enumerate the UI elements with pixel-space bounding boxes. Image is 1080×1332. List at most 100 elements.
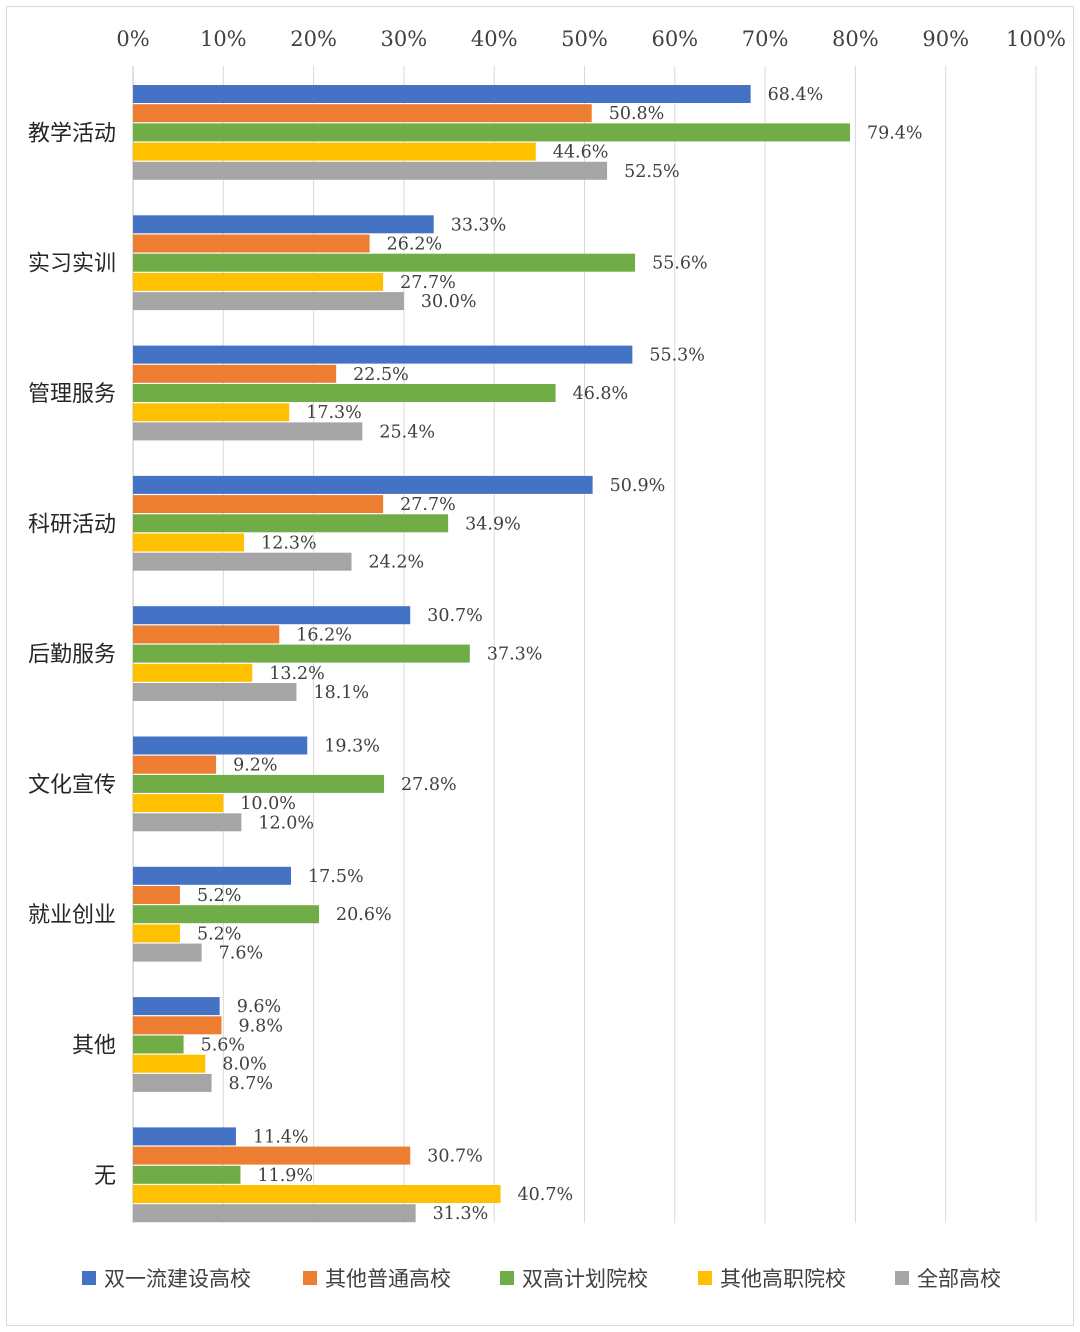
x-tick-label: 0% xyxy=(116,27,149,51)
data-label: 30.7% xyxy=(427,606,483,626)
bars xyxy=(133,85,850,1223)
bar xyxy=(133,1204,416,1223)
data-label: 16.2% xyxy=(296,625,352,645)
bar xyxy=(133,606,411,625)
legend-swatch xyxy=(303,1271,317,1285)
bar xyxy=(133,123,850,142)
legend-label: 全部高校 xyxy=(917,1267,1001,1291)
bar xyxy=(133,813,242,832)
bar xyxy=(133,514,449,533)
x-axis-ticks: 0% 10% 20% 30% 40% 50% 60% 70% 80% 90% 100% xyxy=(116,27,1066,51)
data-label: 5.6% xyxy=(201,1036,245,1056)
bar xyxy=(133,794,224,813)
x-tick-label: 30% xyxy=(381,27,428,51)
bar xyxy=(133,272,384,291)
bar xyxy=(133,736,308,755)
data-label: 79.4% xyxy=(867,123,923,143)
bar xyxy=(133,924,180,943)
data-label: 9.2% xyxy=(233,756,277,776)
bar xyxy=(133,161,608,180)
data-label: 27.8% xyxy=(401,775,457,795)
bar xyxy=(133,1035,184,1054)
category-label: 就业创业 xyxy=(28,903,116,928)
bar xyxy=(133,533,245,552)
x-tick-label: 20% xyxy=(290,27,337,51)
bar xyxy=(133,234,370,253)
category-label: 教学活动 xyxy=(28,121,116,146)
data-label: 30.0% xyxy=(421,292,477,312)
bar xyxy=(133,364,337,383)
x-tick-label: 70% xyxy=(742,27,789,51)
legend: 双一流建设高校 其他普通高校 双高计划院校 其他高职院校 全部高校 xyxy=(82,1267,1001,1291)
data-label: 40.7% xyxy=(518,1185,574,1205)
data-label: 12.0% xyxy=(258,813,314,833)
bar xyxy=(133,1054,206,1073)
legend-swatch xyxy=(500,1271,514,1285)
x-tick-label: 10% xyxy=(200,27,247,51)
legend-label: 双一流建设高校 xyxy=(104,1267,251,1291)
bar xyxy=(133,384,556,402)
bar xyxy=(133,215,434,234)
data-label: 50.8% xyxy=(609,104,665,124)
data-label: 44.6% xyxy=(553,143,609,163)
legend-label: 双高计划院校 xyxy=(522,1267,648,1291)
legend-swatch xyxy=(82,1271,96,1285)
bar xyxy=(133,552,352,571)
bar xyxy=(133,1165,241,1184)
data-label: 12.3% xyxy=(261,534,317,554)
bar xyxy=(133,475,593,494)
bar xyxy=(133,866,292,885)
bar xyxy=(133,943,202,962)
x-tick-label: 100% xyxy=(1006,27,1066,51)
data-label: 7.6% xyxy=(219,944,263,964)
data-label: 9.6% xyxy=(237,997,281,1017)
bar xyxy=(133,422,363,441)
data-label: 27.7% xyxy=(400,273,456,293)
bar xyxy=(133,104,592,123)
data-label: 22.5% xyxy=(353,365,409,385)
category-label: 无 xyxy=(94,1164,116,1189)
data-label: 55.6% xyxy=(652,254,708,274)
data-label: 31.3% xyxy=(433,1204,489,1224)
bar xyxy=(133,142,536,161)
bar xyxy=(133,403,290,422)
x-tick-label: 50% xyxy=(561,27,608,51)
bar xyxy=(133,1127,236,1146)
category-label: 实习实训 xyxy=(28,252,116,277)
category-label: 后勤服务 xyxy=(28,643,116,668)
data-label: 33.3% xyxy=(451,215,507,235)
bar xyxy=(133,345,633,364)
legend-swatch xyxy=(895,1271,909,1285)
data-label: 20.6% xyxy=(336,905,392,925)
data-label: 19.3% xyxy=(324,737,380,757)
bar xyxy=(133,683,297,701)
data-label: 11.9% xyxy=(257,1166,313,1186)
bar xyxy=(133,625,280,644)
legend-swatch xyxy=(698,1271,712,1285)
bar xyxy=(133,292,404,311)
bar xyxy=(133,495,384,514)
data-label: 8.0% xyxy=(222,1055,266,1075)
category-label: 科研活动 xyxy=(28,512,116,537)
bar xyxy=(133,997,220,1016)
category-label: 其他 xyxy=(72,1034,116,1059)
data-labels: 68.4% 50.8% 79.4% 44.6% 52.5% 33.3% 26.2% 55.6%… xyxy=(197,85,923,1224)
legend-label: 其他高职院校 xyxy=(720,1267,846,1291)
data-label: 37.3% xyxy=(487,645,543,665)
bar xyxy=(133,755,217,774)
bar xyxy=(133,663,253,682)
data-label: 17.5% xyxy=(308,867,364,887)
data-label: 11.4% xyxy=(253,1127,309,1147)
data-label: 52.5% xyxy=(624,162,680,182)
data-label: 26.2% xyxy=(387,235,443,255)
x-tick-label: 90% xyxy=(922,27,969,51)
category-label: 管理服务 xyxy=(28,382,116,407)
data-label: 24.2% xyxy=(369,553,425,573)
data-label: 50.9% xyxy=(610,476,666,496)
data-label: 13.2% xyxy=(269,664,325,684)
category-label: 文化宣传 xyxy=(28,773,116,798)
data-label: 68.4% xyxy=(768,85,824,105)
data-label: 46.8% xyxy=(573,384,629,404)
